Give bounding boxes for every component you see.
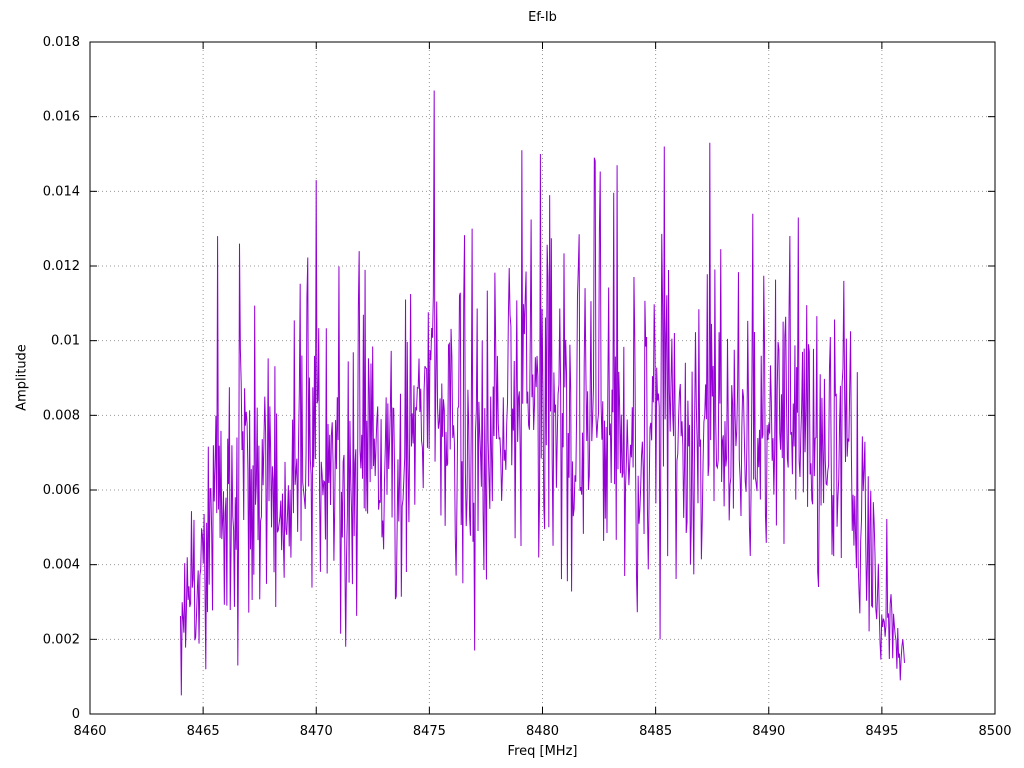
chart-title: Ef-Ib — [528, 10, 557, 25]
y-tick-label: 0.01 — [51, 334, 80, 349]
y-tick-label: 0.016 — [43, 110, 80, 125]
y-tick-label: 0.018 — [43, 35, 80, 50]
x-tick-label: 8490 — [752, 724, 785, 739]
x-axis-label: Freq [MHz] — [507, 744, 578, 759]
y-tick-label: 0.004 — [43, 558, 80, 573]
series-group — [180, 90, 905, 696]
y-tick-label: 0.012 — [43, 259, 80, 274]
x-tick-label: 8460 — [73, 724, 106, 739]
x-tick-label: 8500 — [978, 724, 1011, 739]
y-tick-label: 0.014 — [43, 184, 80, 199]
tick-marks — [89, 41, 996, 715]
y-tick-label: 0.008 — [43, 408, 80, 423]
x-tick-label: 8485 — [639, 724, 672, 739]
x-tick-label: 8465 — [187, 724, 220, 739]
x-tick-label: 8480 — [526, 724, 559, 739]
series-line — [180, 90, 905, 696]
y-axis-label: Amplitude — [14, 344, 30, 411]
y-tick-label: 0.002 — [43, 632, 80, 647]
x-tick-label: 8470 — [300, 724, 333, 739]
x-tick-label: 8475 — [413, 724, 446, 739]
y-tick-label: 0 — [72, 707, 80, 722]
x-tick-label: 8495 — [865, 724, 898, 739]
tick-labels: 8460 8465 8470 8475 8480 8485 8490 8495 8500 0 0.0… — [43, 35, 1012, 739]
y-tick-label: 0.006 — [43, 483, 80, 498]
